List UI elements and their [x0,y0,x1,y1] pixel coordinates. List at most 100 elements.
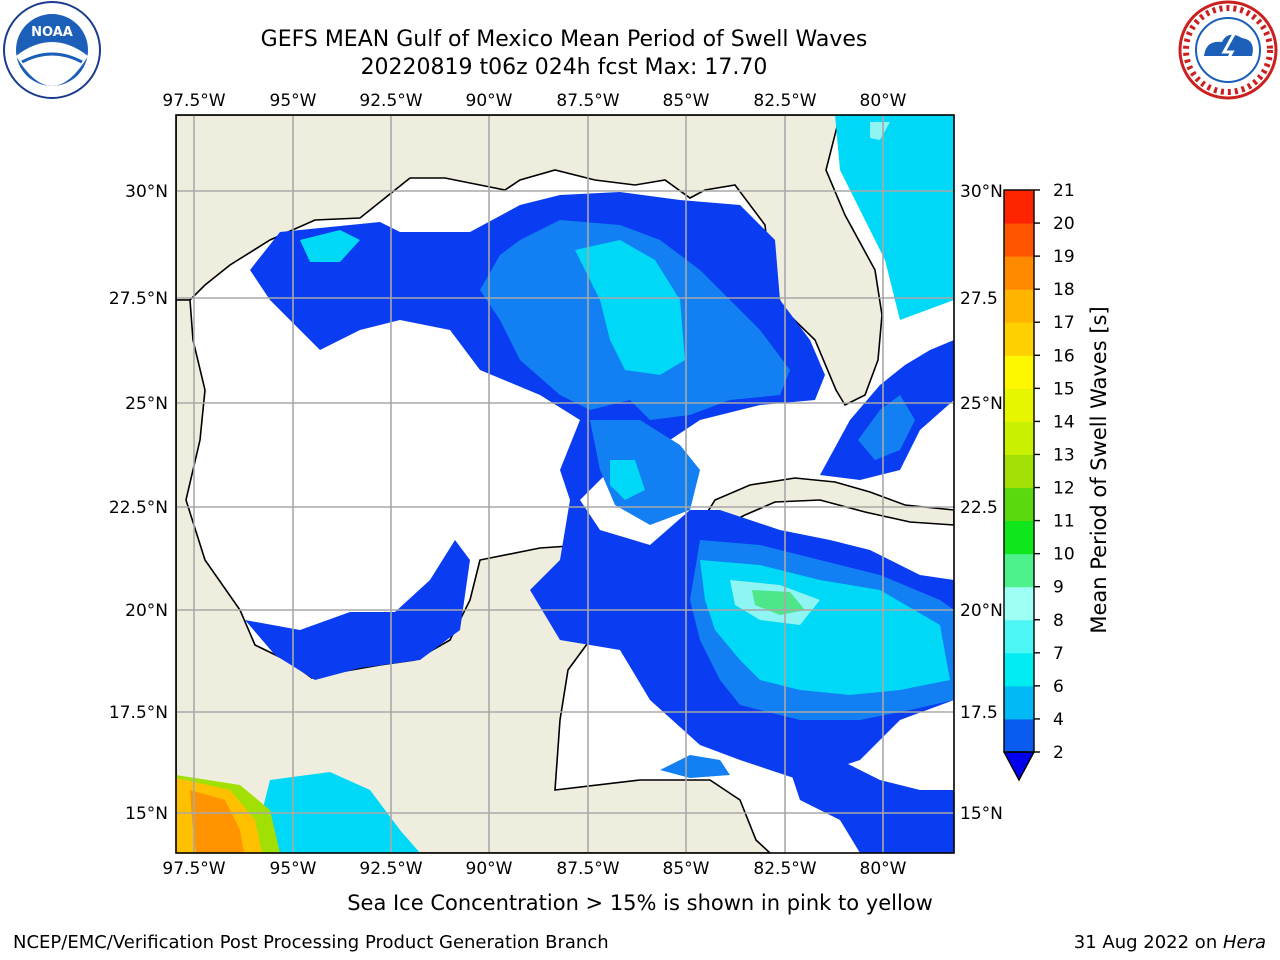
colorbar-tick-label: 13 [1053,445,1075,465]
date-stamp: 31 Aug 2022 on Hera [1074,932,1266,953]
swell-band-2-4 [790,760,954,853]
colorbar-tick-label: 11 [1053,512,1075,532]
lon-label: 97.5°W [162,91,225,111]
swell-band-4-6 [590,420,700,525]
colorbar-tick-label: 6 [1053,677,1064,697]
lat-label: 17.5°N [109,703,168,723]
colorbar-tick-label: 7 [1053,644,1064,664]
mexico-landmass [176,299,772,853]
swell-band-6-7 [300,230,360,262]
colorbar-swatch [1004,487,1034,522]
swell-period-fill [176,115,954,853]
colorbar-swatch [1004,454,1034,489]
lat-label: 15°N [960,804,1003,824]
colorbar: 2 4 6 7 8 9 10 11 12 13 14 15 16 17 18 19 20 21 [1002,181,1075,782]
colorbar-swatch [1004,322,1034,356]
colorbar-swatch [1004,421,1034,455]
colorbar-swatch [1004,619,1034,654]
lon-label: 82.5°W [753,859,816,879]
lon-label: 90°W [466,91,513,111]
lon-label: 92.5°W [359,91,422,111]
lon-labels-bottom: 97.5°W 95°W 92.5°W 90°W 87.5°W 85°W 82.5… [162,859,906,879]
colorbar-tick-label: 21 [1053,181,1075,201]
colorbar-swatch [1004,355,1034,389]
noaa-logo: NOAA [3,1,101,99]
map-border [175,114,955,854]
lat-label: 15°N [125,804,168,824]
lon-label: 85°W [663,859,710,879]
nws-logo [1178,0,1278,100]
credit-text: NCEP/EMC/Verification Post Processing Pr… [13,932,609,953]
colorbar-border [1003,189,1035,753]
lon-label: 80°W [860,859,907,879]
colorbar-swatch [1004,223,1034,257]
swell-band-7-9 [870,122,890,140]
lat-label: 30°N [125,182,168,202]
colorbar-swatch [1004,718,1034,753]
lat-label: 20°N [125,601,168,621]
colorbar-tick-label: 4 [1053,710,1064,730]
swell-band-17-18 [190,790,244,853]
colorbar-swatch [1004,190,1034,224]
colorbar-extend-arrow [1002,751,1036,782]
swell-band-6-7 [835,115,954,320]
lon-label: 82.5°W [753,91,816,111]
swell-band-4-6 [858,395,915,460]
lat-label: 22.5 [960,498,998,518]
colorbar-swatch [1004,685,1034,720]
colorbar-swatch [1004,256,1034,290]
svg-text:NOAA: NOAA [31,25,73,40]
colorbar-swatch [1004,289,1034,323]
lat-labels-left: 30°N 27.5°N 25°N 22.5°N 20°N 17.5°N 15°N [109,182,168,824]
colorbar-tick-label: 8 [1053,611,1064,631]
colorbar-tick-label: 16 [1053,346,1075,366]
lon-label: 80°W [860,91,907,111]
lon-label: 87.5°W [556,91,619,111]
swell-band-2-4 [245,540,470,680]
lon-label: 85°W [663,91,710,111]
colorbar-swatch [1004,586,1034,621]
colorbar-label: Mean Period of Swell Waves [s] [1087,306,1111,633]
lat-label: 17.5 [960,703,998,723]
lon-label: 95°W [270,859,317,879]
lat-label: 27.5°N [109,289,168,309]
colorbar-swatch [1004,553,1034,588]
colorbar-tick-label: 18 [1053,280,1075,300]
lat-label: 27.5 [960,289,998,309]
lat-label: 30°N [960,182,1003,202]
colorbar-tick-label: 20 [1053,214,1075,234]
sea-ice-note: Sea Ice Concentration > 15% is shown in … [347,891,933,915]
swell-band-9-10 [752,590,805,615]
colorbar-tick-label: 10 [1053,545,1075,565]
colorbar-tick-label: 14 [1053,412,1075,432]
lat-label: 25°N [125,394,168,414]
lat-labels-right: 30°N 27.5 25°N 22.5 20°N 17.5 15°N [960,182,1003,824]
lat-label: 25°N [960,394,1003,414]
lon-label: 87.5°W [556,859,619,879]
swell-band-6-7 [575,240,685,375]
colorbar-swatch [1004,652,1034,687]
colorbar-tick-label: 2 [1053,743,1064,763]
lat-label: 20°N [960,601,1003,621]
swell-band-6-7 [610,460,645,500]
lon-label: 97.5°W [162,859,225,879]
colorbar-tick-label: 19 [1053,247,1075,267]
lon-label: 90°W [466,859,513,879]
colorbar-swatch [1004,388,1034,422]
chart-subtitle: 20220819 t06z 024h fcst Max: 17.70 [360,55,768,80]
map-frame [176,115,954,853]
lat-label: 22.5°N [109,498,168,518]
colorbar-tick-label: 17 [1053,313,1075,333]
date-text: 31 Aug 2022 on [1073,932,1223,953]
colorbar-tick-label: 15 [1053,379,1075,399]
lon-labels-top: 97.5°W 95°W 92.5°W 90°W 87.5°W 85°W 82.5… [162,91,906,111]
machine-name: Hera [1222,932,1266,953]
swell-band-4-6 [660,755,730,778]
chart-title: GEFS MEAN Gulf of Mexico Mean Period of … [260,27,868,52]
colorbar-tick-label: 9 [1053,578,1064,598]
lon-label: 92.5°W [359,859,422,879]
colorbar-tick-label: 12 [1053,479,1075,499]
colorbar-swatch [1004,520,1034,555]
graticule [176,115,954,853]
lon-label: 95°W [270,91,317,111]
